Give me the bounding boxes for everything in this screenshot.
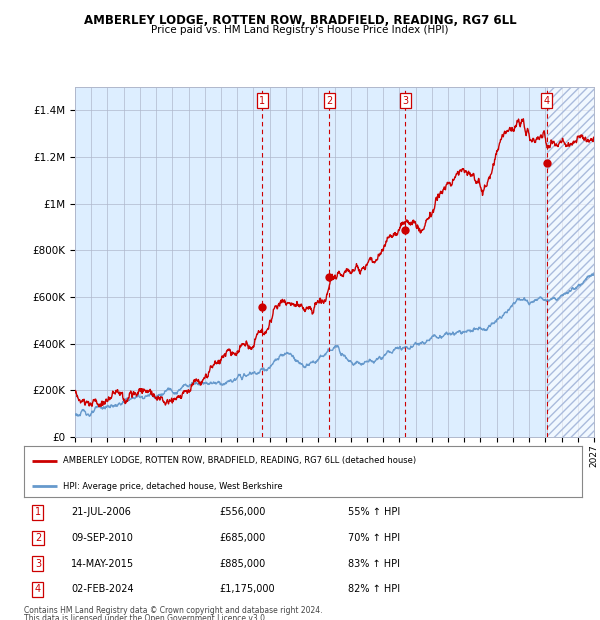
Text: 14-MAY-2015: 14-MAY-2015 xyxy=(71,559,134,569)
Bar xyxy=(547,87,594,437)
Text: Contains HM Land Registry data © Crown copyright and database right 2024.: Contains HM Land Registry data © Crown c… xyxy=(24,606,323,616)
Text: 82% ↑ HPI: 82% ↑ HPI xyxy=(347,584,400,594)
Text: 1: 1 xyxy=(259,95,265,105)
Text: 2: 2 xyxy=(35,533,41,543)
Text: 2: 2 xyxy=(326,95,332,105)
Text: £1,175,000: £1,175,000 xyxy=(220,584,275,594)
Text: 70% ↑ HPI: 70% ↑ HPI xyxy=(347,533,400,543)
Text: 3: 3 xyxy=(403,95,409,105)
Text: £556,000: £556,000 xyxy=(220,507,266,518)
Text: 1: 1 xyxy=(35,507,41,518)
Text: Price paid vs. HM Land Registry's House Price Index (HPI): Price paid vs. HM Land Registry's House … xyxy=(151,25,449,35)
Text: 55% ↑ HPI: 55% ↑ HPI xyxy=(347,507,400,518)
Text: 4: 4 xyxy=(35,584,41,594)
Bar xyxy=(547,87,594,437)
Text: HPI: Average price, detached house, West Berkshire: HPI: Average price, detached house, West… xyxy=(63,482,283,490)
Text: £685,000: £685,000 xyxy=(220,533,266,543)
Text: 83% ↑ HPI: 83% ↑ HPI xyxy=(347,559,400,569)
Text: 02-FEB-2024: 02-FEB-2024 xyxy=(71,584,134,594)
Text: 4: 4 xyxy=(544,95,550,105)
Text: This data is licensed under the Open Government Licence v3.0.: This data is licensed under the Open Gov… xyxy=(24,614,268,620)
Text: AMBERLEY LODGE, ROTTEN ROW, BRADFIELD, READING, RG7 6LL (detached house): AMBERLEY LODGE, ROTTEN ROW, BRADFIELD, R… xyxy=(63,456,416,465)
Text: AMBERLEY LODGE, ROTTEN ROW, BRADFIELD, READING, RG7 6LL: AMBERLEY LODGE, ROTTEN ROW, BRADFIELD, R… xyxy=(83,14,517,27)
Text: 09-SEP-2010: 09-SEP-2010 xyxy=(71,533,133,543)
Text: 3: 3 xyxy=(35,559,41,569)
Text: £885,000: £885,000 xyxy=(220,559,266,569)
Text: 21-JUL-2006: 21-JUL-2006 xyxy=(71,507,131,518)
